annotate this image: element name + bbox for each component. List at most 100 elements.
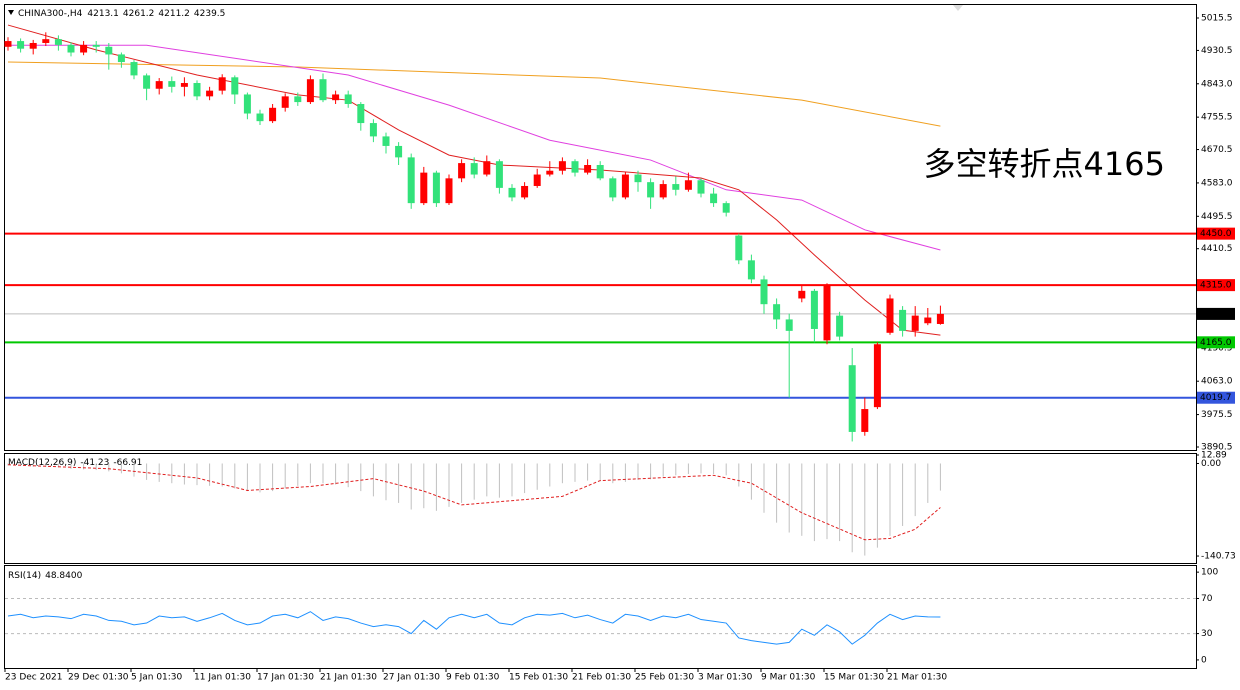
signal-value: -66.91 xyxy=(113,458,142,468)
candle-body xyxy=(521,185,529,198)
rsi-line xyxy=(7,611,941,645)
y-tick-label: 4150.5 xyxy=(1201,343,1233,353)
candle-body xyxy=(861,409,869,432)
y-tick-label: 0.00 xyxy=(1201,459,1221,469)
y-tick-label: 12.89 xyxy=(1201,451,1227,461)
moving-average xyxy=(7,61,941,127)
candle-body xyxy=(697,180,705,194)
candle-body xyxy=(432,172,440,204)
candle-body xyxy=(4,41,12,47)
candle-body xyxy=(17,41,25,49)
header-open: 4213.1 xyxy=(87,9,119,19)
candle-body xyxy=(143,75,151,89)
y-tick-label: 5015.5 xyxy=(1201,14,1233,24)
candle-body xyxy=(332,94,340,101)
x-tick-label: 27 Jan 01:30 xyxy=(383,673,440,683)
candle-body xyxy=(344,94,352,104)
candle-body xyxy=(105,46,113,55)
x-tick-label: 5 Jan 01:30 xyxy=(131,673,183,683)
candle-body xyxy=(722,203,730,213)
rsi-value: 48.8400 xyxy=(45,571,82,581)
level-label-box xyxy=(1197,336,1235,349)
y-tick-label: 4410.5 xyxy=(1201,244,1233,254)
last-price-label: 4239.5 xyxy=(1200,309,1232,319)
candle-body xyxy=(319,79,327,101)
candle-body xyxy=(54,39,62,45)
candle-body xyxy=(256,113,264,122)
candle-body xyxy=(508,187,516,198)
x-tick-label: 21 Mar 01:30 xyxy=(887,673,947,683)
candle-body xyxy=(773,304,781,320)
y-tick-label: 70 xyxy=(1201,594,1213,604)
candle-body xyxy=(647,182,655,198)
y-tick-label: 3890.5 xyxy=(1201,442,1233,452)
level-label: 4019.7 xyxy=(1200,393,1232,403)
candle-body xyxy=(672,184,680,190)
y-tick-label: 4063.0 xyxy=(1201,377,1233,387)
y-tick-label: 100 xyxy=(1201,568,1218,578)
candle-body xyxy=(117,54,125,63)
y-tick-label: 0 xyxy=(1201,655,1207,665)
candle-body xyxy=(810,290,818,329)
candle-body xyxy=(294,96,302,103)
collapse-arrow[interactable] xyxy=(8,10,14,15)
main-panel-frame xyxy=(4,4,1197,451)
candle-body xyxy=(924,317,932,324)
candle-body xyxy=(155,81,163,89)
candle-body xyxy=(659,184,667,198)
y-tick-label: 4495.5 xyxy=(1201,212,1233,222)
candle-body xyxy=(710,193,718,204)
level-label-box xyxy=(1197,279,1235,292)
candle-body xyxy=(29,42,37,49)
candle-body xyxy=(369,123,377,137)
candle-body xyxy=(634,174,642,183)
rsi-title: RSI(14) xyxy=(8,571,41,581)
candle-body xyxy=(747,260,755,280)
x-tick-label: 21 Jan 01:30 xyxy=(320,673,377,683)
level-label: 4450.0 xyxy=(1200,229,1232,239)
candle-body xyxy=(873,344,881,408)
x-tick-label: 25 Feb 01:30 xyxy=(635,673,694,683)
candle-body xyxy=(785,319,793,331)
rsi-header: RSI(14) 48.8400 xyxy=(8,571,83,581)
moving-average xyxy=(8,44,941,251)
candle-body xyxy=(571,161,579,173)
candle-body xyxy=(407,157,415,204)
candle-body xyxy=(596,165,604,179)
candle-body xyxy=(735,235,743,261)
macd-value: -41.23 xyxy=(80,458,109,468)
macd-header: MACD(12,26,9) -41.23 -66.91 xyxy=(8,458,142,468)
rsi-panel-frame xyxy=(4,565,1197,669)
y-tick-label: -140.73 xyxy=(1201,552,1236,562)
y-tick-label: 4843.0 xyxy=(1201,79,1233,89)
macd-panel-frame xyxy=(4,453,1197,564)
y-tick-label: 3975.5 xyxy=(1201,410,1233,420)
candle-body xyxy=(243,94,251,114)
x-tick-label: 15 Mar 01:30 xyxy=(824,673,884,683)
annotation: 多空转折点4165 xyxy=(924,145,1165,183)
candle-body xyxy=(458,163,466,179)
candle-body xyxy=(470,163,478,175)
candle-body xyxy=(420,172,428,204)
y-tick-label: 4583.0 xyxy=(1201,178,1233,188)
macd-title: MACD(12,26,9) xyxy=(8,458,76,468)
candle-body xyxy=(886,298,894,333)
candle-body xyxy=(42,39,50,43)
candle-body xyxy=(495,161,503,188)
level-label-box xyxy=(1197,391,1235,404)
x-tick-label: 17 Jan 01:30 xyxy=(257,673,314,683)
candle-body xyxy=(798,290,806,299)
candle-body xyxy=(936,313,944,324)
candle-body xyxy=(269,107,277,122)
candle-body xyxy=(168,81,176,87)
x-tick-label: 3 Mar 01:30 xyxy=(698,673,753,683)
y-tick-label: 4755.5 xyxy=(1201,113,1233,123)
candle-body xyxy=(621,174,629,198)
candle-body xyxy=(899,309,907,331)
y-tick-label: 30 xyxy=(1201,629,1213,639)
candle-body xyxy=(357,103,365,124)
x-tick-label: 29 Dec 01:30 xyxy=(68,673,129,683)
symbol: CHINA300-,H4 xyxy=(18,9,83,19)
candle-body xyxy=(836,315,844,337)
